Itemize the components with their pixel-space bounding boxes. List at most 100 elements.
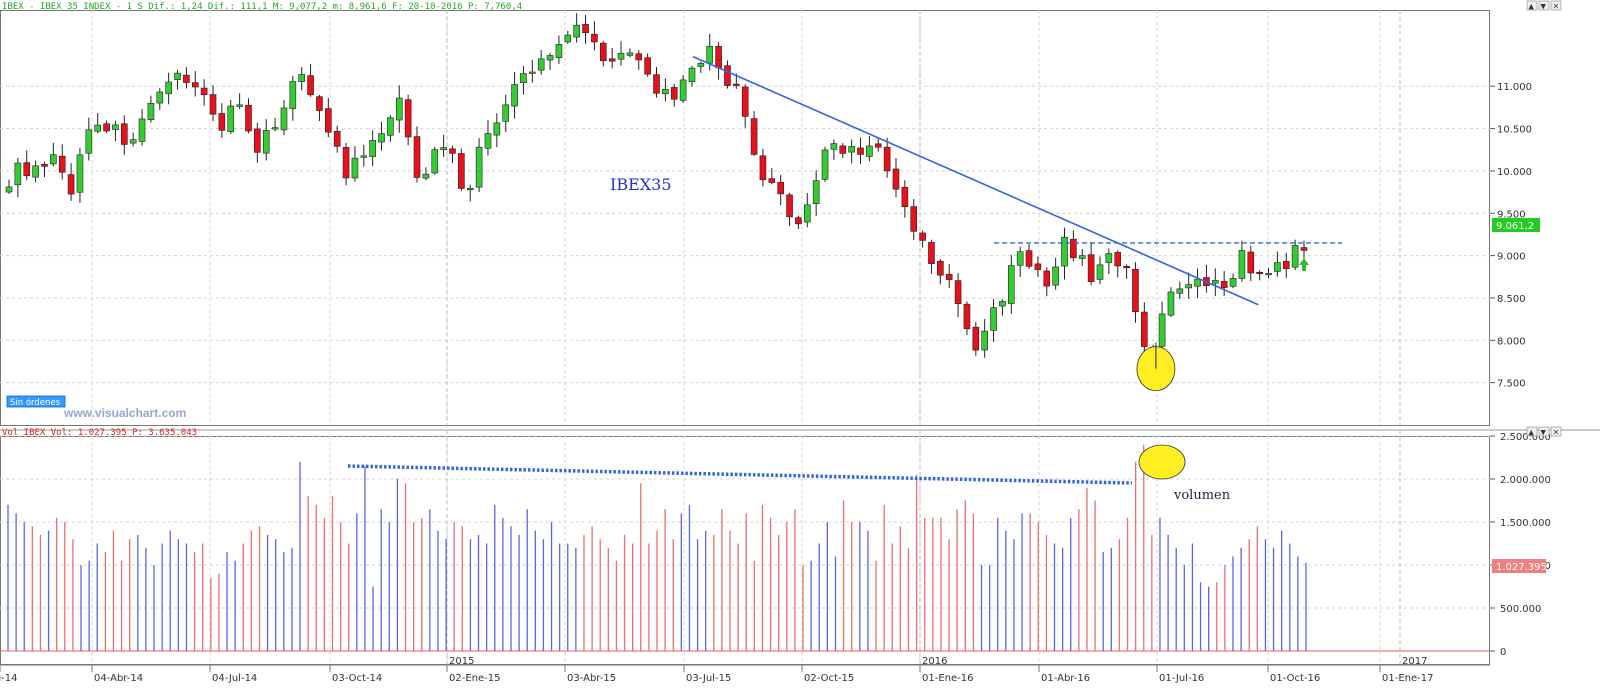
price-candles <box>5 13 1308 359</box>
candle <box>174 69 181 90</box>
candle <box>626 48 634 58</box>
trend-line[interactable] <box>692 55 1259 306</box>
candle <box>679 75 687 103</box>
candle <box>138 108 146 146</box>
vol-collapse-down-icon[interactable]: ▼ <box>1541 429 1547 437</box>
candle <box>795 215 802 229</box>
candle <box>41 161 48 177</box>
collapse-down-icon[interactable]: ▼ <box>1541 3 1547 11</box>
candle <box>1132 262 1139 323</box>
price-tick-label: 10.500 <box>1497 125 1532 136</box>
volume-panel-frame <box>0 436 1490 665</box>
candle <box>262 119 270 161</box>
x-axis-ticks: e-14 04-Abr-14 04-Jul-14 03-Oct-14 02-Ene-15… <box>0 656 1490 684</box>
candle <box>529 60 536 83</box>
candle <box>1070 230 1077 262</box>
orders-badge-bg <box>6 395 66 408</box>
year-label: 2015 <box>449 656 474 667</box>
candle <box>422 167 430 181</box>
candle <box>50 142 57 167</box>
vol-close-icon[interactable]: × <box>1553 428 1560 437</box>
candle <box>697 61 705 73</box>
price-tick-label: 11.000 <box>1497 82 1532 93</box>
candle <box>387 115 394 142</box>
candle <box>1176 281 1184 300</box>
candle <box>165 72 172 105</box>
candle <box>883 137 891 178</box>
candle <box>803 193 811 228</box>
x-tick-label: 04-Abr-14 <box>94 673 143 684</box>
price-tick-label: 9.500 <box>1497 209 1526 220</box>
candle <box>156 88 164 110</box>
price-tick-label: 9.000 <box>1497 252 1526 263</box>
candle <box>1265 267 1272 279</box>
candle <box>963 301 971 335</box>
candle <box>298 67 306 91</box>
candle <box>67 163 75 201</box>
candle <box>475 138 483 192</box>
candle <box>839 143 847 159</box>
candle <box>431 146 439 175</box>
candle <box>94 113 101 134</box>
candle <box>653 66 660 98</box>
candle <box>537 50 545 75</box>
candle <box>848 139 855 164</box>
candle <box>1061 227 1068 280</box>
volume-trend-line[interactable] <box>347 464 1133 485</box>
candle <box>662 78 669 102</box>
candle <box>1007 254 1015 314</box>
candle <box>1052 257 1059 290</box>
year-label: 2016 <box>922 656 947 667</box>
close-icon[interactable]: × <box>1553 2 1560 11</box>
volume-tick-label: 2.500.000 <box>1500 432 1551 443</box>
candle <box>316 94 323 122</box>
x-tick-label: 01-Jul-16 <box>1159 673 1204 684</box>
candle <box>821 146 829 182</box>
candle <box>5 179 13 194</box>
last-volume-label: 1.027.395 <box>1496 562 1547 573</box>
x-tick-label: 04-Jul-14 <box>212 673 257 684</box>
volume-panel-controls[interactable]: ▲ ▼ × <box>1526 426 1562 437</box>
chart-overlays <box>347 55 1342 485</box>
volume-highlight-circle <box>1138 444 1186 480</box>
x-tick-label: 03-Jul-15 <box>686 673 731 684</box>
candle <box>759 149 767 187</box>
volume-tick-label: 0 <box>1500 647 1506 658</box>
last-price-label: 9.061,2 <box>1496 221 1534 232</box>
candle <box>573 13 580 43</box>
candle <box>147 95 155 123</box>
vol-collapse-up-icon[interactable]: ▲ <box>1529 429 1535 437</box>
candle <box>1291 239 1299 271</box>
x-tick-label: 01-Ene-17 <box>1382 673 1433 684</box>
candle <box>1274 251 1281 277</box>
candle <box>928 239 935 275</box>
candle <box>724 60 731 89</box>
candle <box>990 298 997 342</box>
volume-bars <box>0 444 1490 652</box>
candle <box>786 192 793 226</box>
candle <box>954 273 962 318</box>
price-panel-controls[interactable]: ▲ ▼ × <box>1526 0 1562 11</box>
candle <box>218 103 226 138</box>
candle <box>23 150 31 181</box>
candle <box>32 160 39 183</box>
candle <box>608 47 616 69</box>
candle <box>502 94 510 133</box>
candle <box>191 71 199 97</box>
candle <box>58 144 66 180</box>
candle <box>866 135 873 162</box>
collapse-up-icon[interactable]: ▲ <box>1529 3 1535 11</box>
x-tick-label: 02-Oct-15 <box>804 673 854 684</box>
orders-badge[interactable]: Sin órdenes <box>10 397 61 408</box>
price-tick-label: 10.000 <box>1497 167 1532 178</box>
candle <box>103 120 110 133</box>
candle <box>1087 241 1095 286</box>
candle <box>395 85 403 133</box>
candle <box>1078 249 1086 267</box>
candle <box>404 94 412 146</box>
candle <box>14 157 22 198</box>
candle <box>564 30 572 44</box>
candle <box>360 144 368 167</box>
last-volume-label-bg <box>1492 559 1546 573</box>
